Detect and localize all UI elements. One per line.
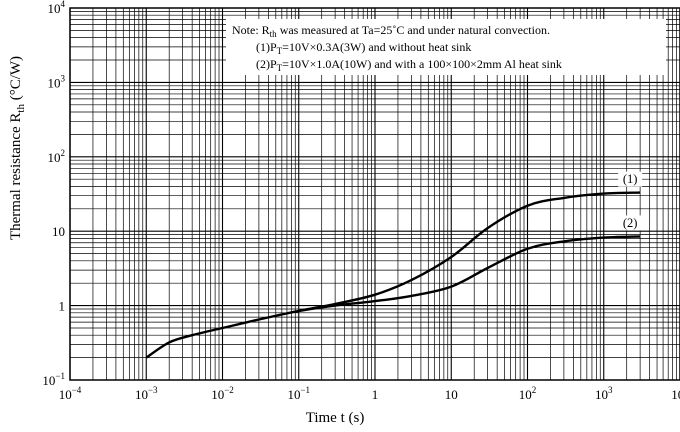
series-labels: (1) (2)	[618, 171, 643, 231]
series-label-bg	[618, 171, 643, 187]
series-label-1: (1)	[623, 172, 638, 186]
y-tick-label: 10	[52, 224, 65, 239]
y-tick-label: 102	[48, 148, 66, 165]
y-axis-title: Thermal resistance Rth (°C/W)	[8, 56, 27, 240]
y-tick-label: 103	[48, 73, 66, 90]
x-tick-label: 10−4	[59, 385, 82, 402]
series-line-1	[145, 191, 641, 359]
y-tick-label: 10−1	[42, 371, 65, 388]
x-tick-label: 10−2	[211, 385, 234, 402]
x-tick-label: 1	[372, 387, 379, 402]
series-label-bg	[618, 215, 643, 231]
x-tick-label: 103	[595, 385, 613, 402]
y-tick-label: 104	[48, 0, 66, 16]
x-tick-label: 10	[445, 387, 458, 402]
series-layer	[145, 191, 641, 359]
x-tick-label: 10−1	[287, 385, 310, 402]
note-line-3: (2)PT=10V×1.0A(10W) and with a 100×100×2…	[256, 57, 562, 73]
note-line-1: Note: Rth was measured at Ta=25˚C and un…	[232, 23, 550, 39]
x-tick-labels: 10−4 10−3 10−2 10−1 1 10 102 103 104	[59, 385, 680, 402]
note-box	[226, 19, 666, 75]
plot-frame	[69, 7, 680, 381]
y-tick-label: 1	[59, 299, 66, 314]
x-tick-label: 102	[519, 385, 537, 402]
note-line-2: (1)PT=10V×0.3A(3W) and without heat sink	[256, 40, 471, 56]
series-label-2: (2)	[623, 216, 638, 230]
x-tick-label: 104	[671, 385, 680, 402]
x-axis-title: Time t (s)	[306, 410, 365, 426]
x-tick-label: 10−3	[135, 385, 158, 402]
series-line-2	[298, 235, 641, 313]
y-tick-labels: 10−1 1 10 102 103 104	[42, 0, 65, 388]
